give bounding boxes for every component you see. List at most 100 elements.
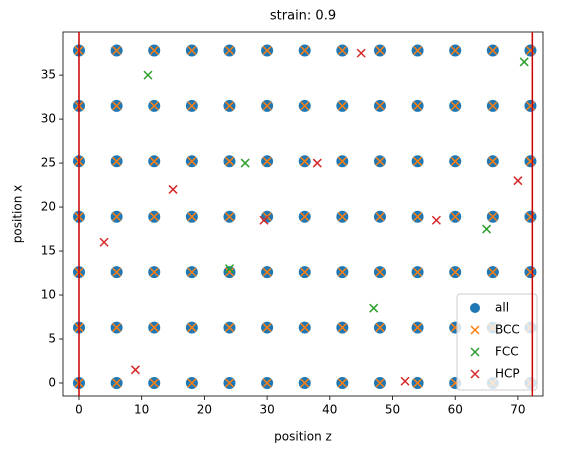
point: [400, 376, 410, 386]
point: [413, 156, 423, 166]
y-tick-label: 15: [41, 244, 56, 258]
point: [187, 212, 197, 222]
point: [337, 323, 347, 333]
point: [413, 45, 423, 56]
point: [259, 215, 269, 225]
point: [375, 212, 385, 222]
x-tick-label: 60: [448, 403, 463, 417]
point: [240, 158, 250, 168]
point: [413, 267, 423, 277]
chart-title: strain: 0.9: [270, 9, 336, 24]
point: [375, 101, 385, 111]
point: [143, 70, 153, 80]
legend-marker: [470, 347, 480, 357]
y-tick-label: 0: [48, 375, 56, 389]
point: [519, 57, 529, 67]
x-tick-label: 30: [259, 403, 274, 417]
y-tick-label: 25: [41, 156, 56, 170]
point: [525, 212, 535, 222]
point: [413, 212, 423, 222]
legend-label: FCC: [495, 345, 519, 359]
point: [112, 101, 122, 111]
point: [413, 101, 423, 111]
point: [450, 212, 460, 222]
legend-marker: [470, 369, 480, 379]
point: [482, 224, 492, 234]
point: [300, 378, 310, 388]
point: [413, 378, 423, 388]
point: [99, 237, 109, 247]
point: [112, 212, 122, 222]
point: [224, 212, 235, 222]
point: [513, 176, 523, 186]
y-tick-label: 35: [41, 68, 56, 82]
point: [300, 323, 310, 333]
point: [149, 101, 159, 111]
point: [431, 215, 441, 225]
point: [112, 45, 122, 56]
plot-area: [72, 44, 537, 389]
point: [187, 267, 197, 277]
x-axis-label: position z: [274, 430, 332, 444]
point: [525, 156, 535, 166]
point: [413, 323, 423, 333]
point: [149, 212, 159, 222]
point: [488, 156, 498, 166]
x-tick-label: 0: [75, 403, 83, 417]
point: [450, 101, 460, 111]
point: [375, 323, 385, 333]
point: [337, 101, 347, 111]
point: [300, 101, 310, 111]
point: [187, 156, 197, 166]
point: [375, 267, 385, 277]
axes-frame: [62, 31, 544, 397]
point: [112, 378, 122, 388]
point: [525, 101, 535, 111]
x-tick-label: 20: [197, 403, 212, 417]
point: [112, 267, 122, 277]
point: [337, 212, 347, 222]
point: [224, 156, 235, 166]
y-tick-label: 10: [41, 288, 56, 302]
point: [337, 267, 347, 277]
point: [488, 212, 498, 222]
legend-marker: [470, 325, 480, 335]
point: [149, 267, 159, 277]
point: [149, 45, 159, 56]
point: [262, 267, 272, 277]
point: [375, 45, 385, 56]
point: [187, 323, 197, 333]
point: [262, 156, 272, 166]
point: [224, 267, 235, 277]
point: [312, 158, 322, 168]
point: [149, 323, 159, 333]
point: [356, 48, 366, 58]
x-tick-label: 50: [385, 403, 400, 417]
legend: all BCC FCC HCP: [456, 293, 538, 391]
point: [450, 156, 460, 166]
point: [187, 45, 197, 56]
y-tick-label: 20: [41, 200, 56, 214]
x-tick-label: 70: [510, 403, 525, 417]
point: [262, 101, 272, 111]
point: [224, 323, 235, 333]
point: [300, 267, 310, 277]
point: [187, 378, 197, 388]
point: [337, 156, 347, 166]
point: [149, 156, 159, 166]
legend-label: BCC: [495, 323, 520, 337]
point: [300, 156, 310, 166]
point: [525, 45, 535, 56]
point: [168, 184, 178, 194]
point: [337, 378, 347, 388]
point: [488, 45, 498, 56]
legend-label: all: [495, 301, 509, 315]
point: [450, 267, 460, 277]
point: [262, 323, 272, 333]
point: [262, 378, 272, 388]
point: [375, 156, 385, 166]
point: [337, 45, 347, 56]
point: [112, 323, 122, 333]
point: [224, 45, 235, 56]
y-axis-label: position x: [11, 185, 25, 243]
